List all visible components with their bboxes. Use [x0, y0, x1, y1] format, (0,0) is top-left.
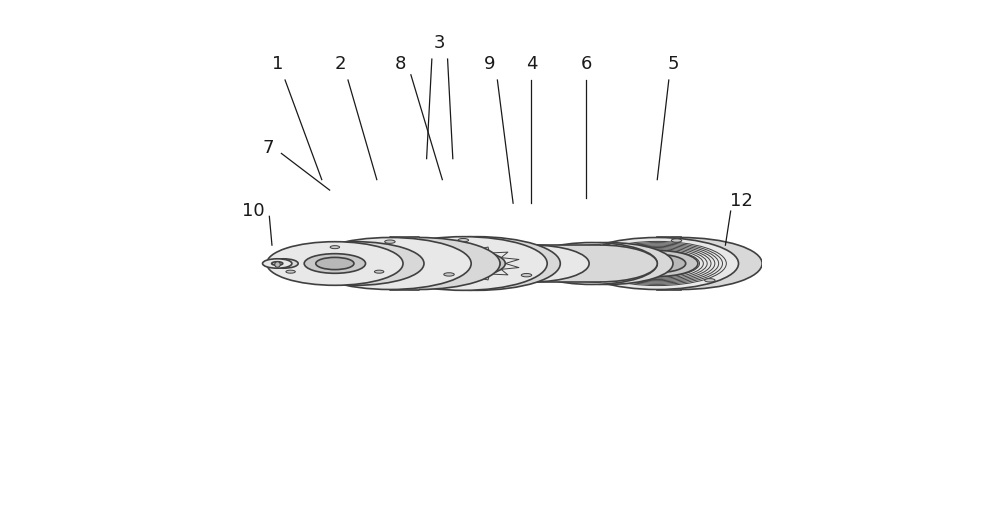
Ellipse shape [542, 245, 657, 282]
Ellipse shape [269, 259, 298, 268]
Ellipse shape [309, 238, 471, 289]
Ellipse shape [629, 255, 686, 272]
Ellipse shape [358, 253, 421, 274]
Ellipse shape [393, 237, 560, 290]
Ellipse shape [304, 253, 366, 274]
Ellipse shape [720, 262, 731, 265]
Ellipse shape [374, 270, 384, 273]
Ellipse shape [326, 273, 336, 276]
Ellipse shape [671, 239, 682, 242]
Ellipse shape [267, 242, 403, 285]
Text: 2: 2 [334, 55, 346, 73]
Polygon shape [657, 238, 681, 289]
Ellipse shape [474, 245, 589, 282]
Ellipse shape [572, 257, 611, 270]
Ellipse shape [576, 238, 739, 289]
Ellipse shape [373, 258, 407, 269]
Text: 8: 8 [395, 55, 406, 73]
Text: 9: 9 [484, 55, 495, 73]
Ellipse shape [504, 255, 559, 272]
Ellipse shape [379, 237, 547, 290]
Ellipse shape [600, 238, 762, 289]
Ellipse shape [558, 252, 626, 275]
Polygon shape [531, 245, 600, 282]
Ellipse shape [330, 246, 340, 249]
Polygon shape [463, 237, 476, 290]
Text: 10: 10 [242, 202, 265, 220]
Ellipse shape [444, 273, 454, 276]
Polygon shape [277, 259, 283, 268]
Text: 4: 4 [526, 55, 537, 73]
Ellipse shape [514, 258, 549, 269]
Ellipse shape [521, 274, 532, 277]
Polygon shape [592, 242, 607, 285]
Ellipse shape [440, 256, 487, 271]
Ellipse shape [385, 240, 395, 243]
Polygon shape [335, 242, 356, 285]
Ellipse shape [437, 253, 500, 274]
Ellipse shape [705, 279, 715, 282]
Polygon shape [390, 238, 419, 289]
Ellipse shape [627, 275, 637, 278]
Text: 1: 1 [272, 55, 283, 73]
Ellipse shape [263, 259, 292, 268]
Ellipse shape [286, 270, 295, 273]
Ellipse shape [395, 274, 405, 277]
Text: 12: 12 [730, 192, 753, 210]
Ellipse shape [421, 250, 505, 277]
Ellipse shape [542, 242, 673, 285]
Text: 5: 5 [667, 55, 679, 73]
Ellipse shape [580, 268, 591, 271]
Polygon shape [725, 259, 732, 268]
Ellipse shape [717, 259, 746, 268]
Polygon shape [419, 253, 469, 274]
Ellipse shape [316, 257, 354, 270]
Ellipse shape [526, 242, 657, 285]
Text: 6: 6 [581, 55, 592, 73]
Ellipse shape [272, 262, 283, 265]
Ellipse shape [288, 242, 424, 285]
Ellipse shape [458, 239, 469, 242]
Ellipse shape [711, 259, 740, 268]
Ellipse shape [337, 238, 500, 289]
Ellipse shape [602, 245, 611, 247]
Ellipse shape [617, 250, 698, 277]
Text: 7: 7 [263, 139, 274, 157]
Ellipse shape [532, 267, 541, 270]
Text: 3: 3 [434, 34, 445, 52]
